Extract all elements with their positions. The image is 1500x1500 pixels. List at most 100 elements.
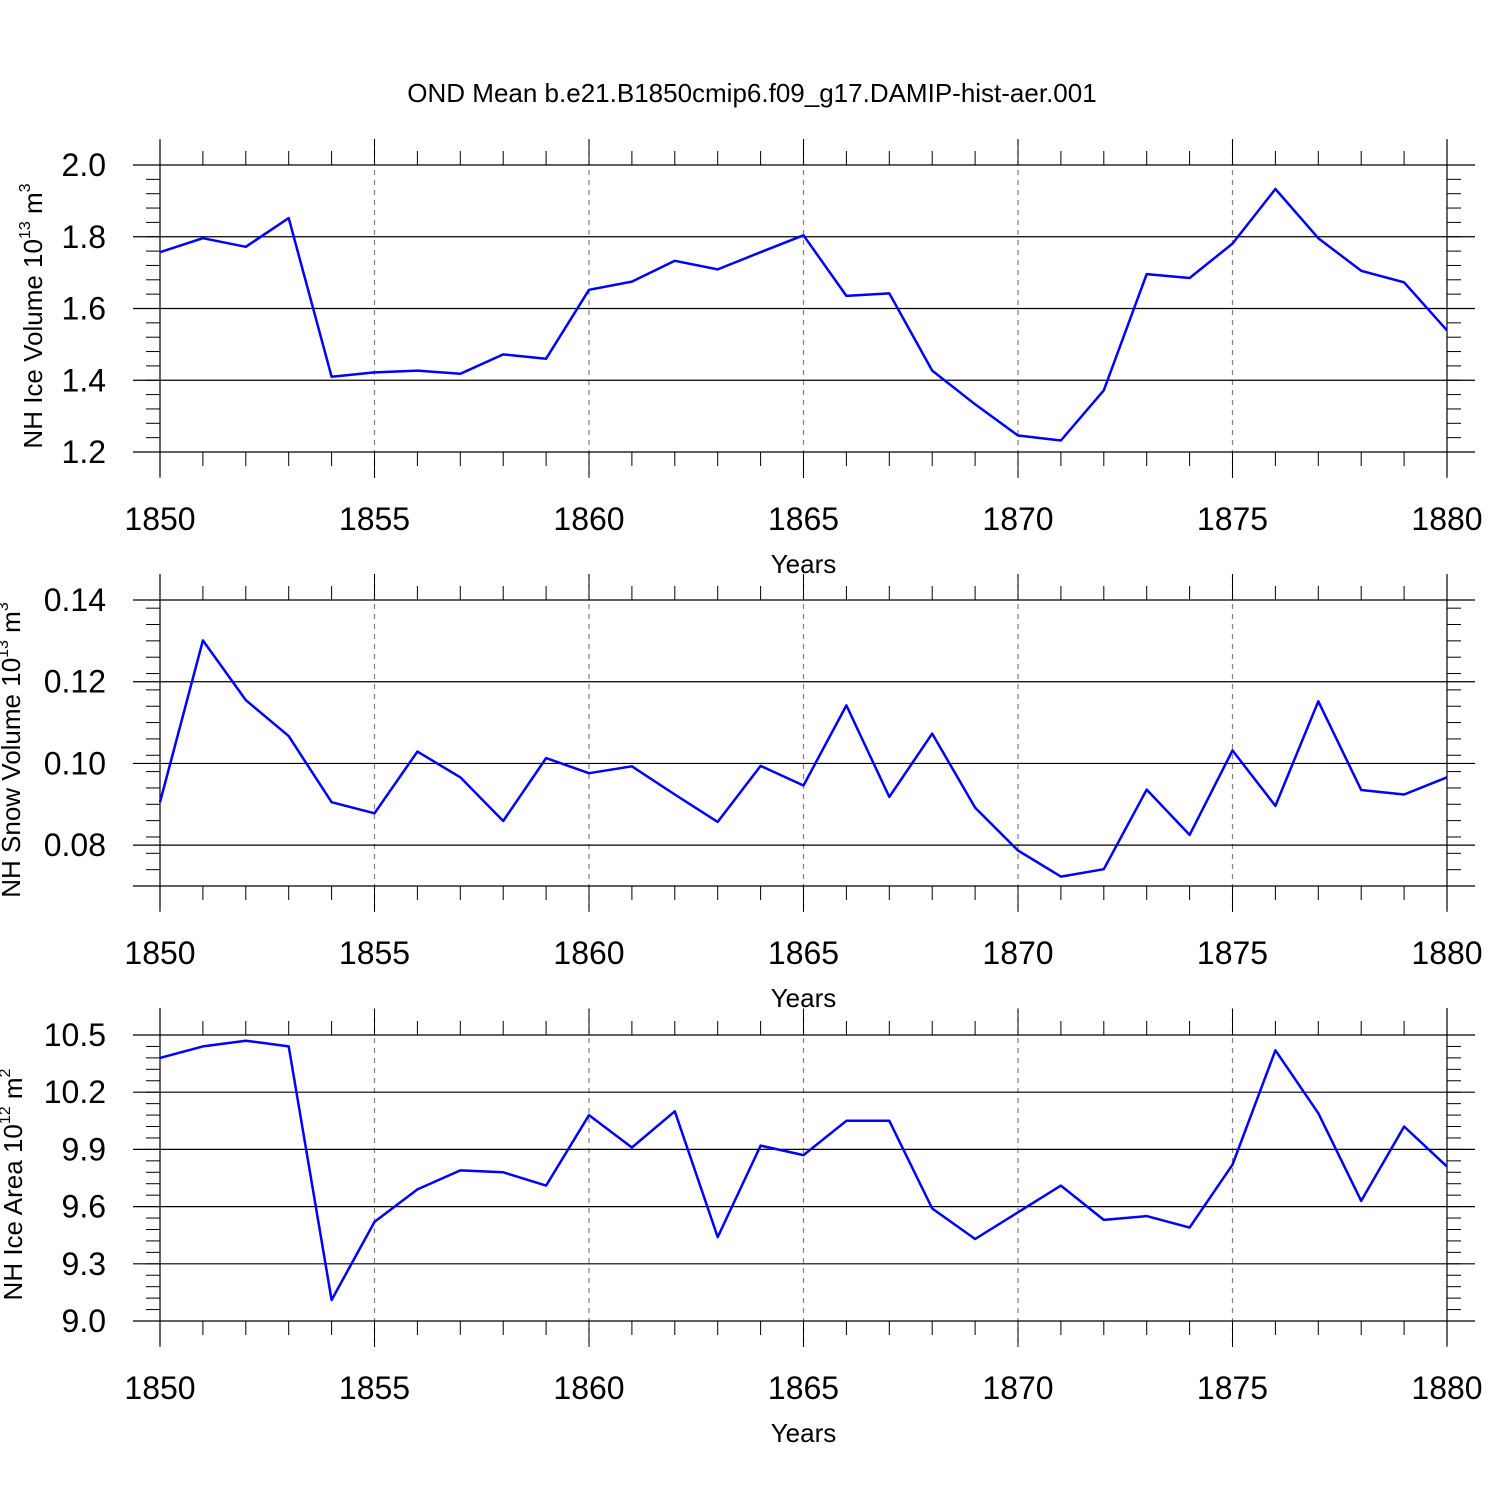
y-axis-label: NH Snow Volume 1013 m3: [0, 602, 26, 898]
data-point: [1274, 188, 1277, 191]
data-point: [545, 357, 548, 360]
data-point: [759, 251, 762, 254]
data-point: [1188, 1226, 1191, 1229]
data-point: [1102, 389, 1105, 392]
panel-3: 9.0 9.3 9.6 9.9 10.2 10.5 1850 1855 1860 1865 1870…: [0, 1008, 1483, 1448]
data-point: [1017, 849, 1020, 852]
data-point: [1274, 804, 1277, 807]
data-point: [416, 750, 419, 753]
data-point: [759, 764, 762, 767]
figure-title: OND Mean b.e21.B1850cmip6.f09_g17.DAMIP-…: [407, 78, 1096, 108]
y-axis-label: NH Ice Area 1012 m2: [0, 1068, 28, 1300]
data-point: [502, 820, 505, 823]
y-axis-label: NH Ice Volume 1013 m3: [17, 183, 48, 448]
data-point: [1403, 281, 1406, 284]
x-tick-label: 1875: [1197, 1370, 1268, 1406]
data-point: [802, 234, 805, 237]
data-point: [330, 375, 333, 378]
panel-2: 0.08 0.10 0.12 0.14 1850 1855 1860 1865 1870 1875…: [0, 574, 1483, 1013]
data-point: [716, 268, 719, 271]
data-point: [673, 259, 676, 262]
y-tick-label: 9.3: [62, 1246, 106, 1282]
data-point: [1317, 700, 1320, 703]
x-tick-label: 1875: [1197, 935, 1268, 971]
data-point: [201, 639, 204, 642]
data-point: [588, 772, 591, 775]
data-point: [931, 732, 934, 735]
x-tick-label: 1880: [1411, 1370, 1482, 1406]
y-tick-label: 9.0: [62, 1303, 106, 1339]
data-point: [1017, 1211, 1020, 1214]
data-point: [373, 1220, 376, 1223]
data-point: [1360, 788, 1363, 791]
y-tick-label: 0.14: [44, 582, 106, 618]
data-point: [1403, 1125, 1406, 1128]
panel-1: 1.2 1.4 1.6 1.8 2.0 1850 1855 1860 1865 1870 1875 1…: [17, 139, 1483, 579]
data-point: [974, 403, 977, 406]
y-tick-label: 0.10: [44, 745, 106, 781]
y-tick-label: 9.6: [62, 1189, 106, 1225]
data-point: [1059, 875, 1062, 878]
x-tick-label: 1865: [768, 1370, 839, 1406]
x-tick-label: 1855: [339, 501, 410, 537]
data-point: [630, 280, 633, 283]
data-point: [244, 245, 247, 248]
data-point: [1360, 1199, 1363, 1202]
x-tick-label: 1855: [339, 935, 410, 971]
data-point: [974, 806, 977, 809]
data-point: [630, 765, 633, 768]
x-tick-label: 1870: [982, 501, 1053, 537]
data-point: [673, 1110, 676, 1113]
x-tick-label: 1860: [553, 1370, 624, 1406]
data-point: [330, 1299, 333, 1302]
data-point: [630, 1146, 633, 1149]
data-point: [845, 294, 848, 297]
data-point: [1231, 749, 1234, 752]
data-point: [545, 1184, 548, 1187]
data-point: [287, 217, 290, 220]
data-point: [1231, 242, 1234, 245]
data-point: [159, 251, 162, 254]
data-point: [1446, 329, 1449, 332]
y-tick-label: 0.12: [44, 664, 106, 700]
data-point: [931, 369, 934, 372]
data-point: [1188, 833, 1191, 836]
data-point: [159, 801, 162, 804]
data-point: [759, 1144, 762, 1147]
y-tick-label: 0.08: [44, 827, 106, 863]
data-point: [1446, 1165, 1449, 1168]
x-tick-label: 1865: [768, 935, 839, 971]
data-point: [802, 784, 805, 787]
series-line: [159, 187, 1448, 442]
data-point: [373, 812, 376, 815]
y-tick-label: 9.9: [62, 1131, 106, 1167]
y-tick-label: 10.5: [44, 1017, 106, 1053]
data-point: [1231, 1163, 1234, 1166]
data-point: [974, 1238, 977, 1241]
x-tick-label: 1850: [124, 935, 195, 971]
data-point: [1188, 277, 1191, 280]
data-point: [159, 1056, 162, 1059]
data-point: [201, 1045, 204, 1048]
y-tick-label: 1.4: [62, 362, 106, 398]
data-point: [330, 801, 333, 804]
data-point: [1059, 439, 1062, 442]
data-point: [1274, 1049, 1277, 1052]
data-point: [845, 1119, 848, 1122]
x-tick-label: 1870: [982, 935, 1053, 971]
data-point: [588, 1114, 591, 1117]
x-tick-label: 1865: [768, 501, 839, 537]
data-point: [1059, 1184, 1062, 1187]
data-point: [201, 237, 204, 240]
data-point: [673, 793, 676, 796]
data-point: [545, 757, 548, 760]
data-point: [716, 1236, 719, 1239]
data-point: [1102, 868, 1105, 871]
y-tick-label: 2.0: [62, 147, 106, 183]
data-point: [502, 353, 505, 356]
data-point: [1145, 788, 1148, 791]
data-point: [1446, 776, 1449, 779]
data-point: [459, 372, 462, 375]
data-point: [888, 795, 891, 798]
